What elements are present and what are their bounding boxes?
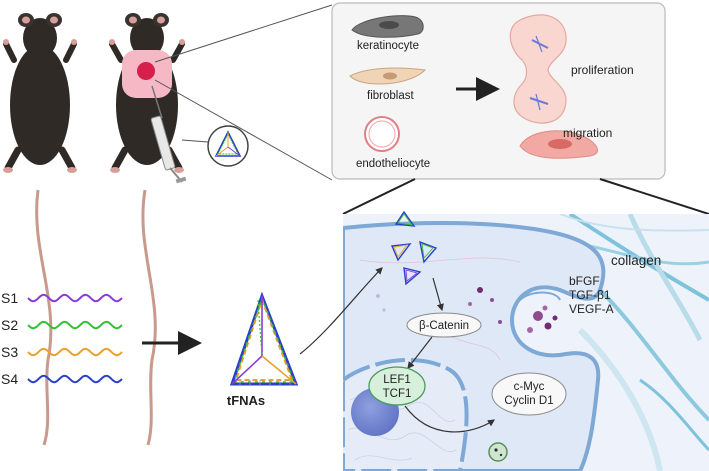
mouse-untreated xyxy=(3,13,77,446)
proliferation-label: proliferation xyxy=(571,63,634,77)
factor-bfgf: bFGF xyxy=(569,274,600,288)
strand-label: S1 xyxy=(1,290,18,306)
dividing-cell-icon xyxy=(509,14,567,124)
ssdna-strands: S1 S2 S3 S4 xyxy=(1,290,123,387)
strand-wave xyxy=(27,293,123,303)
migration-label: migration xyxy=(563,126,612,140)
lef1-label: LEF1 xyxy=(383,374,411,386)
tfna-to-catenin-arrow xyxy=(432,277,444,312)
factor-vegfa: VEGF-A xyxy=(569,302,614,316)
tcf1-label: TCF1 xyxy=(383,388,412,400)
syringe-icon xyxy=(150,85,187,184)
strand-label: S2 xyxy=(1,317,18,333)
collagen-label: collagen xyxy=(611,253,661,268)
fibroblast-icon xyxy=(349,67,427,85)
collagen-fibers xyxy=(559,214,709,471)
secretory-granules xyxy=(376,287,558,333)
tfna-label: tFNAs xyxy=(227,393,265,408)
tfna-magnified-icon xyxy=(181,125,249,167)
small-vesicle xyxy=(488,442,508,462)
strand-wave xyxy=(27,347,123,357)
migrating-cell-icon xyxy=(519,130,598,159)
lef1-tcf1-node xyxy=(368,366,426,406)
strand-wave xyxy=(27,374,123,384)
strand-label: S3 xyxy=(1,344,18,360)
cyclin-label: Cyclin D1 xyxy=(504,395,553,407)
beta-catenin-node xyxy=(406,312,482,338)
zoom-line-bottom xyxy=(154,79,333,181)
keratinocyte-icon xyxy=(351,15,424,38)
strand-wave xyxy=(27,320,123,330)
keratinocyte-label: keratinocyte xyxy=(357,40,419,52)
fibroblast-label: fibroblast xyxy=(367,90,414,102)
cmyc-label: c-Myc xyxy=(514,381,545,393)
lef1-to-cmyc-arrow xyxy=(404,405,495,433)
beta-catenin-label: β-Catenin xyxy=(419,320,469,332)
zoom-line-right xyxy=(599,178,709,215)
tfna-tetrahedron xyxy=(229,291,299,386)
wound-dot xyxy=(137,62,155,80)
tfna-particles xyxy=(390,210,438,286)
catenin-to-lef1-arrow xyxy=(407,336,433,369)
endotheliocyte-icon xyxy=(364,116,400,152)
zoom-line-top xyxy=(154,4,333,63)
zoom-line-left xyxy=(342,178,416,215)
tfna-uptake-arrow xyxy=(299,267,383,355)
cmyc-cyclin-node xyxy=(491,372,567,416)
factor-tgfb1: TGF-β1 xyxy=(569,288,611,302)
strand-label: S4 xyxy=(1,371,18,387)
endotheliocyte-label: endotheliocyte xyxy=(356,158,430,170)
